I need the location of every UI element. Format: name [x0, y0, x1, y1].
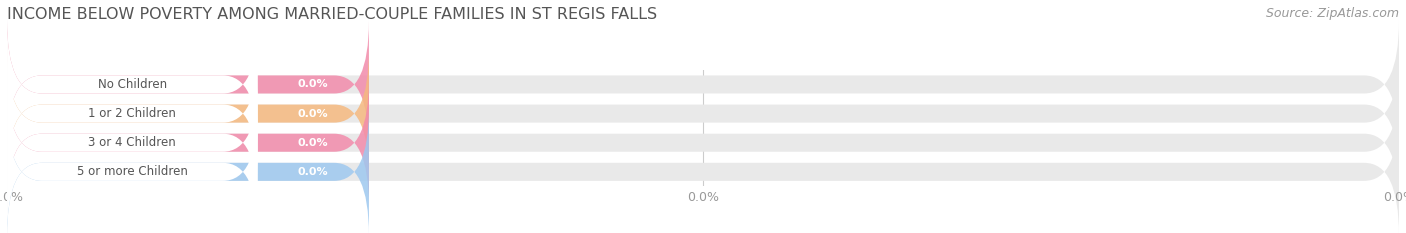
- Text: No Children: No Children: [98, 78, 167, 91]
- Text: 0.0%: 0.0%: [298, 167, 329, 177]
- FancyBboxPatch shape: [7, 21, 257, 148]
- Text: INCOME BELOW POVERTY AMONG MARRIED-COUPLE FAMILIES IN ST REGIS FALLS: INCOME BELOW POVERTY AMONG MARRIED-COUPL…: [7, 7, 657, 22]
- FancyBboxPatch shape: [7, 50, 1399, 177]
- FancyBboxPatch shape: [7, 79, 257, 206]
- Text: 0.0%: 0.0%: [298, 79, 329, 89]
- FancyBboxPatch shape: [7, 21, 257, 148]
- FancyBboxPatch shape: [7, 50, 257, 177]
- Text: Source: ZipAtlas.com: Source: ZipAtlas.com: [1265, 7, 1399, 20]
- Text: 0.0%: 0.0%: [298, 109, 329, 119]
- FancyBboxPatch shape: [7, 108, 257, 233]
- FancyBboxPatch shape: [7, 108, 1399, 233]
- FancyBboxPatch shape: [7, 108, 368, 233]
- FancyBboxPatch shape: [7, 108, 257, 233]
- FancyBboxPatch shape: [7, 50, 368, 177]
- Text: 5 or more Children: 5 or more Children: [77, 165, 188, 178]
- FancyBboxPatch shape: [7, 79, 257, 206]
- Text: 3 or 4 Children: 3 or 4 Children: [89, 136, 176, 149]
- FancyBboxPatch shape: [7, 79, 368, 206]
- Text: 0.0%: 0.0%: [298, 138, 329, 148]
- FancyBboxPatch shape: [7, 21, 368, 148]
- FancyBboxPatch shape: [7, 21, 1399, 148]
- FancyBboxPatch shape: [7, 50, 257, 177]
- Text: 1 or 2 Children: 1 or 2 Children: [89, 107, 176, 120]
- FancyBboxPatch shape: [7, 79, 1399, 206]
